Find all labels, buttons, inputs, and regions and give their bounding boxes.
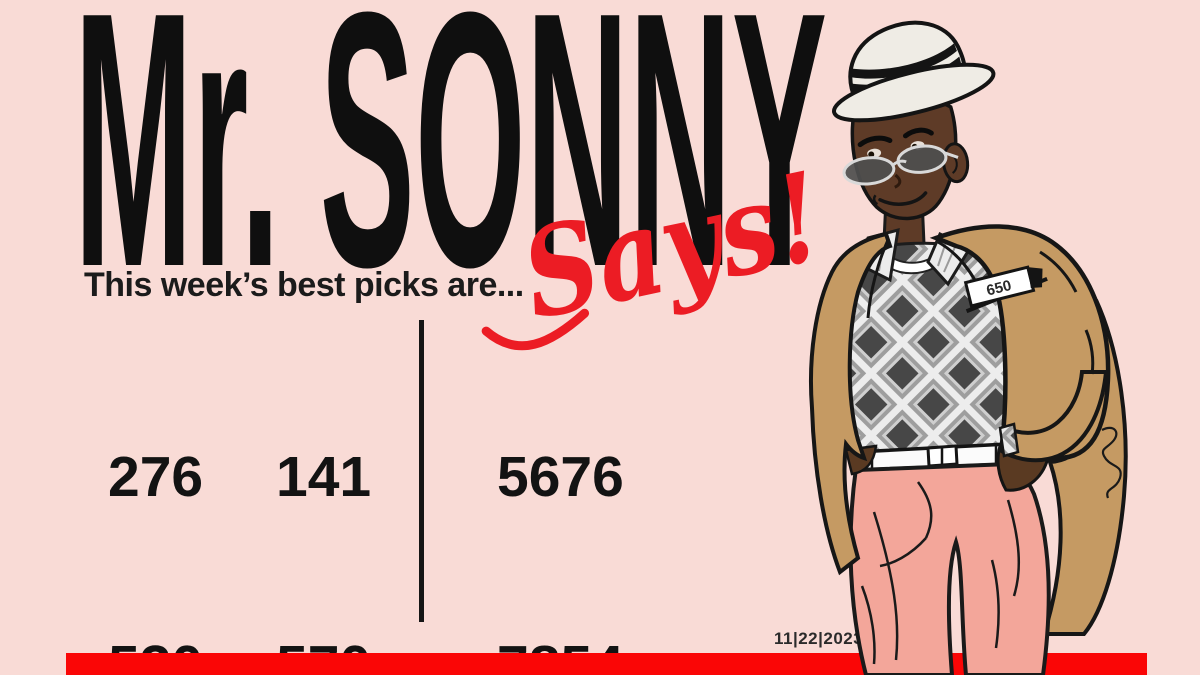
- smirk-line: [872, 194, 879, 206]
- poster-title: Mr. SONNY: [74, 0, 827, 342]
- pants: [848, 461, 1051, 675]
- collar-right-stripes: [937, 241, 956, 273]
- picks-column-2: 141 570 420 613 837: [276, 320, 371, 675]
- left-pocket-hand: [844, 444, 878, 476]
- jacket-forearm: [997, 370, 1109, 463]
- right-pocket-hand: [996, 443, 1050, 492]
- subtitle: This week’s best picks are...: [84, 266, 524, 304]
- eyebrows: [857, 127, 934, 148]
- head: [842, 95, 970, 221]
- collar-left: [856, 227, 900, 283]
- ticket-paper: [963, 265, 1036, 308]
- jacket-right: [929, 224, 1111, 461]
- hat-band-stripe-2: [850, 56, 962, 95]
- picks-column-3: 5676 7854 1687 8061 4218: [497, 320, 624, 675]
- left-pupil: [868, 151, 875, 158]
- fedora-hat: [832, 20, 996, 123]
- date-label: 11|22|2023: [774, 629, 864, 648]
- says-script: Says!: [481, 144, 834, 351]
- says-swash-tail: [481, 308, 590, 351]
- pick-number: 276: [108, 445, 204, 509]
- pants-folds: [860, 481, 1021, 665]
- smile: [878, 191, 928, 206]
- face: [850, 95, 958, 221]
- collar-left-stripes: [868, 238, 885, 272]
- right-pupil: [911, 143, 918, 150]
- picks-column-1: 276 530 193 859 307: [108, 320, 203, 675]
- shirt: [842, 241, 1011, 454]
- sunglasses: [842, 144, 959, 186]
- footer-bar: [66, 653, 1147, 675]
- ticket-label: 650: [985, 277, 1013, 300]
- jacket-side-flap: [1041, 299, 1128, 636]
- undershirt: [889, 254, 935, 275]
- pick-number: 5676: [497, 445, 624, 509]
- says-text: Says!: [511, 144, 834, 347]
- belt-buckle: [926, 444, 959, 468]
- ear-detail: [949, 154, 958, 174]
- jacket-creases: [937, 240, 1095, 375]
- title-text: Mr. SONNY: [74, 0, 827, 342]
- pocket-slit: [965, 276, 1048, 314]
- hat-brim: [832, 62, 996, 123]
- ear: [941, 142, 970, 184]
- jacket-left-lapel-crease: [866, 239, 890, 319]
- right-eye: [910, 141, 925, 151]
- neck: [882, 196, 926, 252]
- belt: [854, 442, 1012, 472]
- collar-right: [926, 231, 973, 287]
- artist-signature: [1101, 426, 1122, 499]
- hat-crown: [848, 20, 967, 104]
- belt-details: [870, 446, 998, 469]
- left-eye: [867, 148, 882, 158]
- cuff-sliver: [998, 422, 1020, 458]
- pocket-ticket: 650: [963, 265, 1048, 314]
- ticket-tab: [1027, 267, 1043, 289]
- nose: [894, 173, 902, 189]
- column-divider: [419, 320, 424, 622]
- pick-number: 141: [276, 445, 372, 509]
- hat-band-stripe-1: [849, 43, 957, 79]
